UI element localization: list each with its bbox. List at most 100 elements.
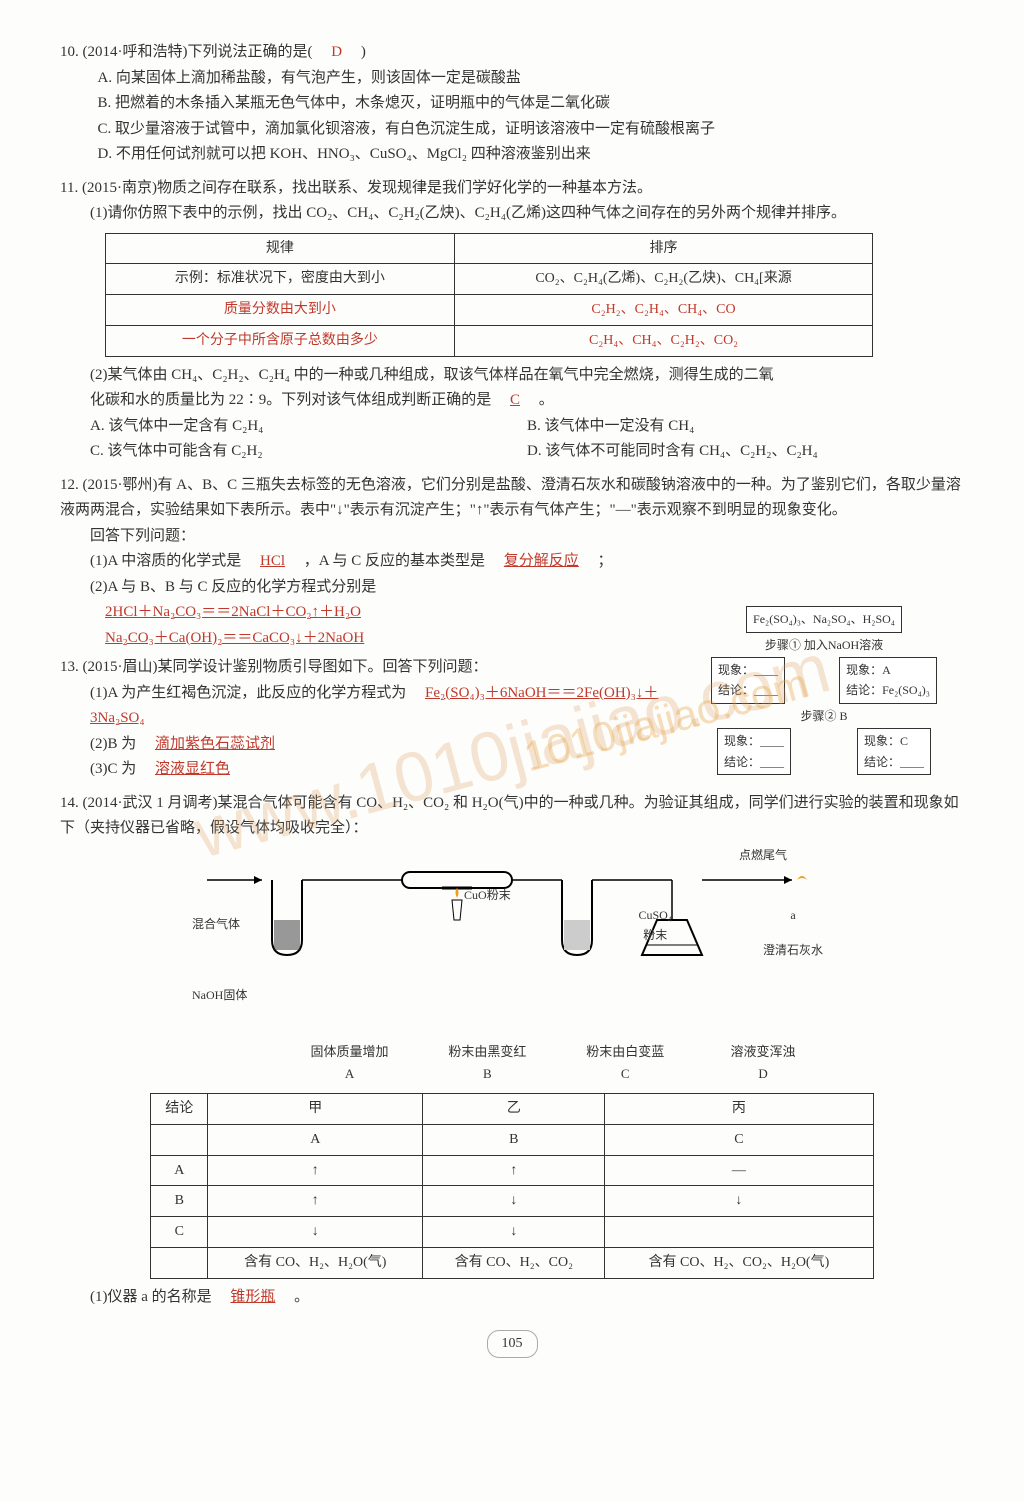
q14-rC1: ↓ <box>208 1217 423 1248</box>
q12-p1-ans1: HCl <box>260 553 285 569</box>
q11-stem: (2015·南京)物质之间存在联系，找出联系、发现规律是我们学好化学的一种基本方… <box>82 180 652 196</box>
q14-h3: 丙 <box>605 1094 873 1125</box>
flow-br: 现象：C结论：____ <box>857 728 931 775</box>
flow-step2: 步骤② B <box>800 706 847 726</box>
diag-B: 粉末由黑变红 B <box>418 1041 556 1085</box>
q11-p2-ans: C <box>510 392 520 408</box>
q11-p2a: (2)某气体由 CH₄、C₂H₂、C₂H₄ 中的一种或几种组成，取该气体样品在氧… <box>60 363 964 389</box>
q12-p2: (2)A 与 B、B 与 C 反应的化学方程式分别是 <box>60 575 964 601</box>
q11-r2a: 质量分数由大到小 <box>106 295 455 326</box>
q10-close: ) <box>346 44 366 60</box>
diag-cuo: CuO粉末 <box>418 885 556 905</box>
q14-p1a: (1)仪器 a 的名称是 <box>90 1289 227 1305</box>
q14-table: 结论 甲 乙 丙 A B C A ↑ ↑ — B ↑ ↓ ↓ C ↓ ↓ <box>150 1093 873 1279</box>
q12-p1-ans2: 复分解反应 <box>504 553 579 569</box>
q11-opt-a: A. 该气体中一定含有 C₂H₄ <box>90 414 527 440</box>
q12-num: 12. <box>60 477 79 493</box>
diag-fire: 点燃尾气 <box>694 845 832 865</box>
page-number: 105 <box>60 1330 964 1358</box>
diag-A: 固体质量增加 A <box>281 1041 419 1085</box>
q14-rC: C <box>151 1217 208 1248</box>
flowchart: Fe₂(SO₄)₃、Na₂SO₄、H₂SO₄ 步骤① 加入NaOH溶液 现象：_… <box>684 604 964 777</box>
flow-top: Fe₂(SO₄)₃、Na₂SO₄、H₂SO₄ <box>746 606 902 632</box>
diag-a: a <box>724 905 862 925</box>
q12-stem: (2015·鄂州)有 A、B、C 三瓶失去标签的无色溶液，它们分别是盐酸、澄清石… <box>60 477 961 519</box>
q14-h2: 乙 <box>423 1094 605 1125</box>
q11-r3a: 一个分子中所含原子总数由多少 <box>106 325 455 356</box>
q11-th2: 排序 <box>454 233 873 264</box>
q13-stem: (2015·眉山)某同学设计鉴别物质引导图如下。回答下列问题： <box>83 659 488 675</box>
diag-D: 溶液变浑浊 D <box>694 1041 832 1085</box>
q14-rA2: ↑ <box>423 1155 605 1186</box>
q14-sub3: C <box>605 1124 873 1155</box>
q14-rC3 <box>605 1217 873 1248</box>
q11-table: 规律 排序 示例：标准状况下，密度由大到小 CO₂、C₂H₄(乙烯)、C₂H₂(… <box>105 233 873 357</box>
q13-p3-ans: 溶液显红色 <box>155 761 230 777</box>
q12-p1c: ； <box>583 553 613 569</box>
q14-h1: 甲 <box>208 1094 423 1125</box>
q10-opt-a: A. 向某固体上滴加稀盐酸，有气泡产生，则该固体一定是碳酸盐 <box>60 66 964 92</box>
question-12: 12. (2015·鄂州)有 A、B、C 三瓶失去标签的无色溶液，它们分别是盐酸… <box>60 473 964 783</box>
q11-th1: 规律 <box>106 233 455 264</box>
q11-opt-d: D. 该气体不可能同时含有 CH₄、C₂H₂、C₂H₄ <box>527 439 964 465</box>
q14-rB2: ↓ <box>423 1186 605 1217</box>
q11-p2c: 。 <box>524 392 554 408</box>
q14-sub1: A <box>208 1124 423 1155</box>
q14-p1b: 。 <box>279 1289 309 1305</box>
q10-stem: (2014·呼和浩特)下列说法正确的是( <box>83 44 328 60</box>
q14-rB: B <box>151 1186 208 1217</box>
q12-p0: 回答下列问题： <box>60 524 964 550</box>
q13-p2a: (2)B 为 <box>90 736 151 752</box>
q11-r1a: 示例：标准状况下，密度由大到小 <box>106 264 455 295</box>
q10-opt-b: B. 把燃着的木条插入某瓶无色气体中，木条熄灭，证明瓶中的气体是二氧化碳 <box>60 91 964 117</box>
q11-r1b: CO₂、C₂H₄(乙烯)、C₂H₂(乙炔)、CH₄[来源 <box>454 264 873 295</box>
question-14: 14. (2014·武汉 1 月调考)某混合气体可能含有 CO、H₂、CO₂ 和… <box>60 791 964 1311</box>
q14-rB3: ↓ <box>605 1186 873 1217</box>
q14-f2: 含有 CO、H₂、CO₂ <box>423 1248 605 1279</box>
q14-rA1: ↑ <box>208 1155 423 1186</box>
q14-rA3: — <box>605 1155 873 1186</box>
diag-in: 混合气体 <box>192 914 281 934</box>
q14-f3: 含有 CO、H₂、CO₂、H₂O(气) <box>605 1248 873 1279</box>
flow-bl: 现象：____结论：____ <box>717 728 791 775</box>
q11-p1: (1)请你仿照下表中的示例，找出 CO₂、CH₄、C₂H₂(乙炔)、C₂H₄(乙… <box>60 201 964 227</box>
q10-opt-c: C. 取少量溶液于试管中，滴加氯化钡溶液，有白色沉淀生成，证明该溶液中一定有硫酸… <box>60 117 964 143</box>
q14-stem: (2014·武汉 1 月调考)某混合气体可能含有 CO、H₂、CO₂ 和 H₂O… <box>60 795 959 837</box>
q10-num: 10. <box>60 44 79 60</box>
apparatus-diagram: 混合气体 NaOH固体 固体质量增加 A CuO粉末 粉末由黑变红 B CuSO… <box>192 850 832 1085</box>
q11-r2b: C₂H₂、C₂H₄、CH₄、CO <box>454 295 873 326</box>
flow-left: 现象：____结论：____ <box>711 657 785 704</box>
diag-C: 粉末由白变蓝 C <box>556 1041 694 1085</box>
q12-eq1: 2HCl＋Na₂CO₃＝＝2NaCl＋CO₂↑＋H₂O <box>60 600 664 626</box>
diag-cuso4: CuSO₄ 粉末 <box>586 905 724 946</box>
q14-sub2: B <box>423 1124 605 1155</box>
question-11: 11. (2015·南京)物质之间存在联系，找出联系、发现规律是我们学好化学的一… <box>60 176 964 465</box>
flow-step1: 步骤① 加入NaOH溶液 <box>765 635 883 655</box>
q14-rA: A <box>151 1155 208 1186</box>
q10-answer: D <box>331 44 342 60</box>
q11-r3b: C₂H₄、CH₄、C₂H₂、CO₂ <box>454 325 873 356</box>
q11-p2b: 化碳和水的质量比为 22∶9。下列对该气体组成判断正确的是 <box>90 392 506 408</box>
q10-opt-d: D. 不用任何试剂就可以把 KOH、HNO₃、CuSO₄、MgCl₂ 四种溶液鉴… <box>60 142 964 168</box>
q14-f0 <box>151 1248 208 1279</box>
q14-num: 14. <box>60 795 79 811</box>
q14-rB1: ↑ <box>208 1186 423 1217</box>
question-10: 10. (2014·呼和浩特)下列说法正确的是( D ) A. 向某固体上滴加稀… <box>60 40 964 168</box>
q14-rC2: ↓ <box>423 1217 605 1248</box>
q13-num: 13. <box>60 659 79 675</box>
q13-p3a: (3)C 为 <box>90 761 151 777</box>
q13-p1a: (1)A 为产生红褐色沉淀，此反应的化学方程式为 <box>90 685 421 701</box>
q11-opt-b: B. 该气体中一定没有 CH₄ <box>527 414 964 440</box>
diag-naoh: NaOH固体 <box>192 985 281 1005</box>
q11-num: 11. <box>60 180 78 196</box>
q14-h0: 结论 <box>151 1094 208 1125</box>
q13-p2-ans: 滴加紫色石蕊试剂 <box>155 736 275 752</box>
diag-lime: 澄清石灰水 <box>724 940 862 960</box>
q14-p1-ans: 锥形瓶 <box>230 1289 275 1305</box>
flow-right: 现象：A结论：Fe₂(SO₄)₃ <box>839 657 937 704</box>
q14-f1: 含有 CO、H₂、H₂O(气) <box>208 1248 423 1279</box>
q11-opt-c: C. 该气体中可能含有 C₂H₂ <box>90 439 527 465</box>
q12-p1a: (1)A 中溶质的化学式是 <box>90 553 256 569</box>
q12-eq2: Na₂CO₃＋Ca(OH)₂＝＝CaCO₃↓＋2NaOH <box>60 626 664 652</box>
q12-p1b: ，A 与 C 反应的基本类型是 <box>289 553 500 569</box>
